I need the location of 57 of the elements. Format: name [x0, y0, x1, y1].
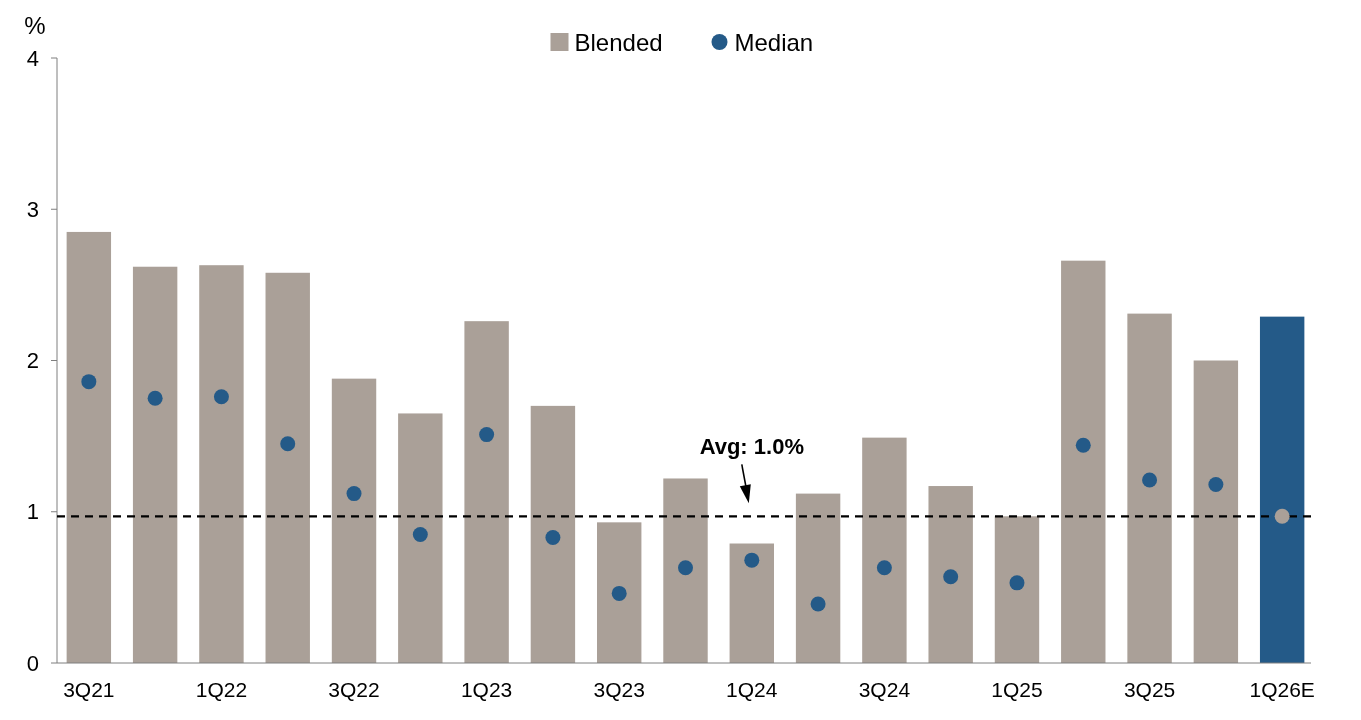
point — [1208, 477, 1224, 493]
bar — [66, 231, 112, 663]
x-tick-label: 3Q25 — [1123, 678, 1176, 701]
bar — [597, 522, 642, 663]
point — [545, 529, 561, 545]
y-tick-label: 2 — [26, 348, 39, 374]
bar — [1127, 313, 1172, 663]
point — [943, 569, 959, 585]
bar — [928, 486, 973, 663]
bar — [994, 516, 1040, 663]
bar — [464, 321, 509, 663]
legend-label: Median — [734, 29, 814, 57]
x-tick-label: 1Q22 — [195, 678, 248, 701]
point — [346, 486, 362, 502]
x-tick-label: 1Q23 — [460, 678, 513, 701]
point — [810, 596, 826, 612]
point — [1142, 472, 1158, 488]
bar — [663, 478, 708, 663]
y-tick-label: 3 — [26, 196, 39, 222]
bar — [398, 413, 443, 663]
y-tick-label: 1 — [26, 499, 39, 525]
bar — [199, 265, 244, 663]
point — [678, 560, 693, 576]
x-tick-label: 1Q25 — [991, 678, 1043, 701]
point — [611, 585, 627, 601]
point — [213, 389, 229, 405]
bar — [331, 378, 377, 663]
x-tick-label: 3Q21 — [63, 678, 115, 701]
x-tick-label: 1Q26E — [1249, 678, 1315, 701]
point — [280, 436, 296, 452]
bar — [729, 543, 775, 663]
x-tick-label: 3Q24 — [858, 678, 911, 701]
legend-label: Blended — [574, 29, 663, 57]
bar — [265, 272, 310, 663]
bar — [530, 405, 576, 663]
x-tick-label: 3Q22 — [328, 678, 380, 701]
x-tick-label: 1Q24 — [726, 678, 778, 701]
x-tick-label: 3Q23 — [593, 678, 645, 701]
y-tick-label: 4 — [26, 45, 39, 71]
point — [744, 552, 760, 568]
y-axis-title: % — [24, 12, 46, 39]
point — [1274, 508, 1290, 524]
ref-line-label: Avg: 1.0% — [699, 434, 804, 460]
point — [412, 526, 428, 542]
point — [479, 427, 495, 443]
bar — [862, 437, 907, 663]
point — [876, 560, 892, 576]
bar — [1061, 260, 1106, 663]
point — [1009, 575, 1025, 591]
point — [147, 390, 163, 406]
bar — [132, 266, 178, 663]
point — [1075, 437, 1091, 453]
y-tick-label: 0 — [26, 650, 39, 676]
point — [81, 374, 97, 390]
bar — [1259, 316, 1305, 663]
bar — [795, 493, 841, 663]
bar — [1193, 360, 1239, 663]
